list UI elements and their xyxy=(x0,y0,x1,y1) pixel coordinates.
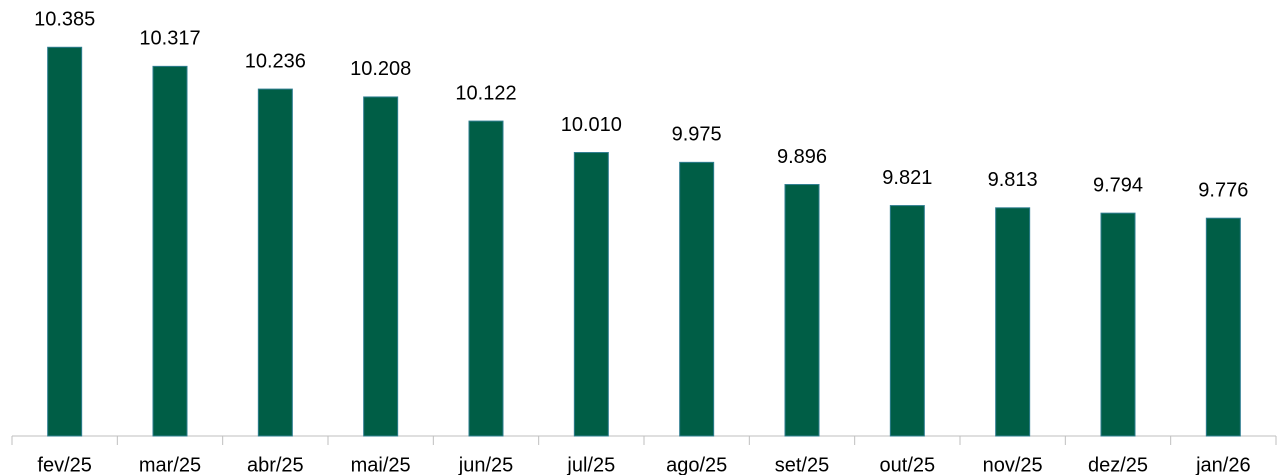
value-label: 10.317 xyxy=(139,28,200,50)
x-tick-label: ago/25 xyxy=(666,454,727,475)
value-label: 10.236 xyxy=(245,50,306,72)
bar xyxy=(1100,212,1136,437)
bar xyxy=(573,152,609,437)
x-tick-label: jan/26 xyxy=(1195,454,1251,475)
x-tick-label: out/25 xyxy=(880,454,936,475)
bar xyxy=(47,46,83,437)
x-tick-label: fev/25 xyxy=(37,454,91,475)
value-label: 9.821 xyxy=(882,167,932,189)
x-tick-label: set/25 xyxy=(775,454,829,475)
x-tick-label: nov/25 xyxy=(983,454,1043,475)
bar xyxy=(679,161,715,437)
bar xyxy=(784,184,820,437)
value-label: 9.813 xyxy=(988,169,1038,191)
bar xyxy=(468,120,504,437)
value-label: 10.385 xyxy=(34,9,95,31)
x-tick-label: mar/25 xyxy=(139,454,201,475)
value-label: 10.208 xyxy=(350,58,411,80)
value-label: 9.896 xyxy=(777,146,827,168)
bar xyxy=(889,205,925,437)
x-tick-label: abr/25 xyxy=(247,454,304,475)
bar xyxy=(363,96,399,437)
x-tick-label: dez/25 xyxy=(1088,454,1148,475)
value-label: 9.794 xyxy=(1093,174,1143,196)
bar xyxy=(995,207,1031,437)
value-label: 9.776 xyxy=(1198,179,1248,201)
x-tick-label: jun/25 xyxy=(458,454,514,475)
value-label: 10.122 xyxy=(455,82,516,104)
bar xyxy=(152,65,188,437)
value-label: 9.975 xyxy=(672,124,722,146)
x-tick-label: jul/25 xyxy=(566,454,615,475)
value-label: 10.010 xyxy=(561,114,622,136)
x-tick-label: mai/25 xyxy=(351,454,411,475)
bar xyxy=(1205,217,1241,437)
bar xyxy=(257,88,293,437)
